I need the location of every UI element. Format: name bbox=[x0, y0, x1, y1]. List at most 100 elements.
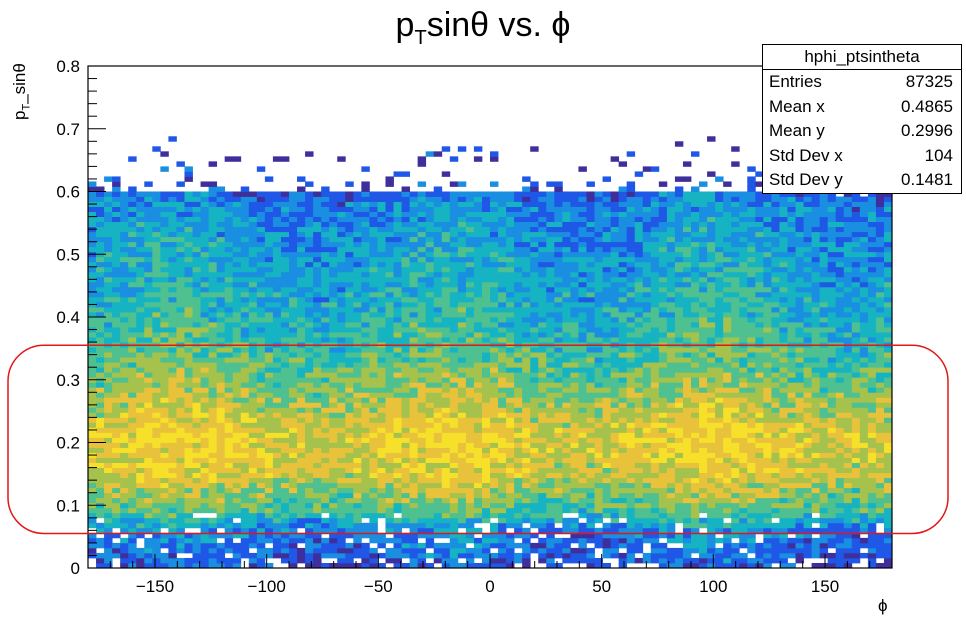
heatmap-cell bbox=[441, 407, 451, 413]
heatmap-cell bbox=[682, 487, 692, 494]
heatmap-cell bbox=[570, 337, 579, 343]
heatmap-cell bbox=[739, 472, 748, 479]
heatmap-cell bbox=[875, 407, 885, 413]
heatmap-cell bbox=[546, 347, 555, 353]
heatmap-cell bbox=[795, 352, 804, 358]
heatmap-cell bbox=[353, 452, 362, 458]
heatmap-cell bbox=[723, 547, 732, 554]
heatmap-cell bbox=[779, 357, 788, 363]
heatmap-cell bbox=[208, 357, 218, 363]
heatmap-cell bbox=[393, 477, 402, 484]
heatmap-cell bbox=[280, 427, 290, 433]
heatmap-cell bbox=[803, 462, 812, 468]
heatmap-cell bbox=[409, 387, 419, 393]
heatmap-cell bbox=[747, 502, 756, 509]
heatmap-cell bbox=[723, 367, 732, 373]
heatmap-cell bbox=[128, 357, 137, 363]
heatmap-cell bbox=[128, 387, 137, 393]
heatmap-cell bbox=[136, 532, 145, 539]
heatmap-cell bbox=[128, 462, 137, 468]
heatmap-cell bbox=[618, 317, 628, 323]
heatmap-cell bbox=[731, 317, 740, 323]
heatmap-cell bbox=[747, 452, 756, 458]
heatmap-cell bbox=[481, 347, 491, 353]
heatmap-cell bbox=[699, 422, 708, 428]
heatmap-cell bbox=[843, 402, 853, 408]
heatmap-cell bbox=[337, 432, 346, 438]
heatmap-cell bbox=[707, 502, 716, 509]
heatmap-cell bbox=[168, 392, 177, 398]
heatmap-cell bbox=[128, 502, 137, 509]
heatmap-cell bbox=[682, 502, 692, 509]
heatmap-cell bbox=[803, 512, 812, 519]
heatmap-cell bbox=[152, 317, 161, 323]
heatmap-cell bbox=[867, 317, 877, 323]
heatmap-cell bbox=[771, 557, 780, 564]
heatmap-cell bbox=[104, 547, 113, 554]
heatmap-cell bbox=[160, 412, 169, 418]
heatmap-cell bbox=[313, 502, 322, 509]
heatmap-cell bbox=[578, 472, 587, 479]
heatmap-cell bbox=[313, 517, 322, 524]
heatmap-cell bbox=[152, 442, 161, 448]
heatmap-cell bbox=[699, 492, 708, 499]
heatmap-cell bbox=[417, 397, 427, 403]
heatmap-cell bbox=[707, 317, 716, 323]
heatmap-cell bbox=[835, 477, 845, 484]
heatmap-cell bbox=[715, 502, 724, 509]
heatmap-cell bbox=[160, 362, 169, 368]
heatmap-cell bbox=[522, 532, 531, 539]
heatmap-cell bbox=[224, 306, 234, 313]
heatmap-cell bbox=[361, 547, 370, 554]
heatmap-cell bbox=[168, 522, 177, 529]
heatmap-cell bbox=[674, 347, 684, 353]
heatmap-cell bbox=[747, 497, 756, 504]
heatmap-cell bbox=[232, 467, 242, 474]
heatmap-cell bbox=[691, 532, 700, 539]
heatmap-cell bbox=[691, 452, 700, 458]
heatmap-cell bbox=[795, 502, 804, 509]
heatmap-cell bbox=[144, 352, 153, 358]
heatmap-cell bbox=[465, 552, 475, 559]
heatmap-cell bbox=[691, 402, 700, 408]
heatmap-cell bbox=[449, 327, 459, 333]
heatmap-cell bbox=[843, 322, 853, 328]
heatmap-cell bbox=[417, 492, 427, 499]
heatmap-cell bbox=[433, 306, 443, 313]
heatmap-cell bbox=[240, 547, 250, 554]
heatmap-cell bbox=[618, 357, 628, 363]
heatmap-cell bbox=[618, 322, 628, 328]
heatmap-cell bbox=[883, 522, 893, 529]
heatmap-cell bbox=[208, 382, 218, 388]
heatmap-cell bbox=[771, 442, 780, 448]
heatmap-cell bbox=[104, 427, 113, 433]
heatmap-cell bbox=[642, 322, 652, 328]
heatmap-cell bbox=[297, 311, 306, 318]
heatmap-cell bbox=[578, 532, 587, 539]
heatmap-cell bbox=[433, 552, 443, 559]
heatmap-cell bbox=[425, 377, 435, 383]
heatmap-cell bbox=[859, 552, 869, 559]
heatmap-cell bbox=[297, 352, 306, 358]
heatmap-cell bbox=[409, 557, 419, 564]
heatmap-cell bbox=[256, 387, 266, 393]
heatmap-cell bbox=[248, 532, 258, 539]
heatmap-cell bbox=[747, 417, 756, 423]
heatmap-cell bbox=[723, 387, 732, 393]
heatmap-cell bbox=[626, 427, 636, 433]
heatmap-cell bbox=[385, 417, 394, 423]
heatmap-cell bbox=[264, 517, 274, 524]
heatmap-cell bbox=[875, 417, 885, 423]
heatmap-cell bbox=[409, 547, 419, 554]
heatmap-cell bbox=[329, 362, 338, 368]
heatmap-cell bbox=[538, 311, 547, 318]
heatmap-cell bbox=[691, 522, 700, 529]
heatmap-cell bbox=[602, 552, 611, 559]
heatmap-cell bbox=[883, 467, 893, 474]
heatmap-cell bbox=[538, 547, 547, 554]
heatmap-cell bbox=[618, 457, 628, 463]
heatmap-cell bbox=[859, 397, 869, 403]
heatmap-cell bbox=[240, 382, 250, 388]
heatmap-cell bbox=[305, 552, 314, 559]
heatmap-cell bbox=[457, 417, 467, 423]
